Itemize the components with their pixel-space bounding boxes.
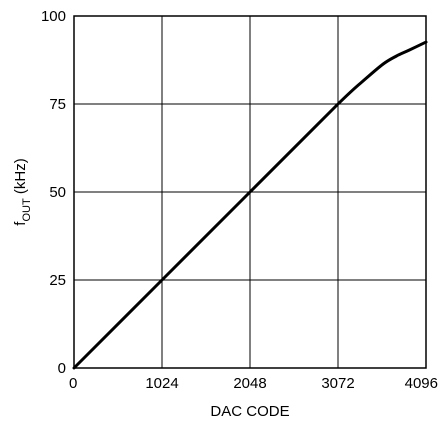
x-tick-label: 3072 bbox=[321, 375, 354, 392]
y-axis-label-unit: (kHz) bbox=[12, 158, 29, 198]
y-tick-label: 25 bbox=[49, 272, 66, 289]
y-axis-label-main: f bbox=[12, 221, 29, 226]
plot-frame bbox=[73, 15, 427, 369]
series-line bbox=[72, 40, 428, 370]
y-tick-label: 100 bbox=[41, 8, 66, 25]
x-tick-label: 4096 bbox=[405, 375, 438, 392]
x-axis-label: DAC CODE bbox=[210, 403, 289, 420]
y-tick-label: 0 bbox=[58, 360, 66, 377]
y-axis-label-sub: OUT bbox=[21, 198, 33, 222]
x-tick-labels: 0 1024 2048 3072 4096 bbox=[69, 375, 438, 392]
y-tick-label: 50 bbox=[49, 184, 66, 201]
y-tick-label: 75 bbox=[49, 96, 66, 113]
x-tick-label: 2048 bbox=[233, 375, 266, 392]
y-axis-label: fOUT (kHz) bbox=[12, 158, 33, 225]
x-tick-label: 0 bbox=[69, 375, 77, 392]
x-tick-label: 1024 bbox=[145, 375, 178, 392]
y-tick-labels: 0 25 50 75 100 bbox=[41, 8, 66, 377]
